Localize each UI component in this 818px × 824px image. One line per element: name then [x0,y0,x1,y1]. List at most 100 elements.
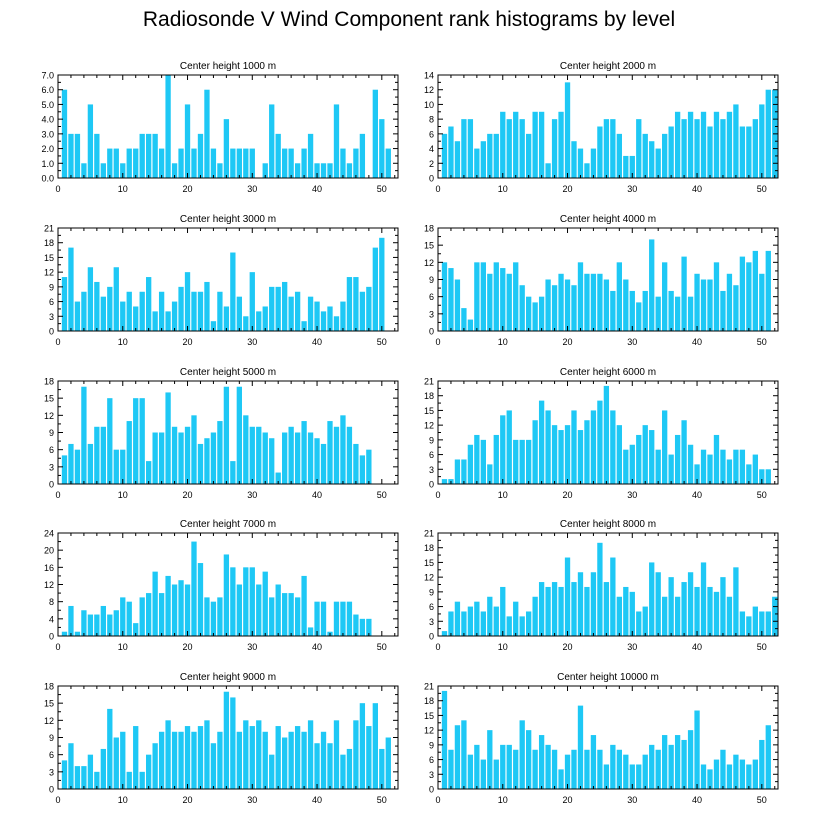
bar [307,627,314,636]
y-tick-label: 12 [424,726,434,736]
bar [558,430,564,484]
bar [217,597,223,637]
panel-2: Center height 2000 m 0 2 4 6 8 10 12 14 0 10 20 30 40… [424,61,779,194]
bar [765,725,771,789]
bar [493,606,499,636]
bar [474,434,480,484]
x-tick-label: 0 [435,795,440,805]
x-tick-label: 50 [757,337,767,347]
bar [133,398,139,484]
bar [353,614,359,636]
bar [726,764,733,789]
bar [152,432,158,484]
bar [372,89,378,178]
bar [493,759,499,789]
bar [577,430,584,484]
y-tick-label: 12 [424,421,434,431]
bar [513,439,519,484]
bar [564,425,571,484]
bar [623,279,629,331]
x-tick-label: 20 [183,642,193,652]
bar [301,731,307,789]
bar [288,593,294,636]
bar [674,296,681,331]
bar [275,286,281,331]
bar [68,133,74,178]
bar [623,754,629,789]
y-tick-label: 6.0 [41,85,54,95]
bar [441,262,448,331]
bar [590,735,597,789]
bar [623,586,629,636]
bar [733,449,739,484]
bar [519,285,525,331]
bar [687,296,694,331]
bar [243,720,249,789]
bar [288,426,294,484]
bar [739,759,746,789]
bar [120,597,126,637]
bar [282,593,288,636]
x-tick-label: 40 [692,490,702,500]
x-tick-label: 0 [435,490,440,500]
bar [100,296,106,331]
bar [668,454,674,484]
bar [649,744,655,789]
bar [366,449,372,484]
bar [107,614,113,636]
bar [217,731,223,789]
bar [707,586,713,636]
bar [165,720,171,789]
panel-8: Center height 8000 m 0 3 6 9 12 15 18 21 0 10 20 30 4… [424,519,779,652]
bar [294,597,301,637]
bar [275,726,281,789]
x-tick-label: 30 [247,490,257,500]
bar [94,133,100,178]
x-tick-label: 10 [118,337,128,347]
bar [171,426,178,484]
bar [120,449,126,484]
bar [720,749,726,789]
bar [655,296,661,331]
bar [262,731,268,789]
bar [603,119,610,178]
bar [191,731,197,789]
bar [94,771,100,789]
bar [217,421,223,484]
bar [320,443,327,484]
bar [333,316,340,331]
bar [197,133,204,178]
bar [133,623,139,637]
y-tick-label: 6 [49,445,54,455]
bar [759,273,765,331]
bar [243,567,249,636]
panel-1: Center height 1000 m 0.0 1.0 2.0 3.0 4.0 5.0 6.… [41,61,399,194]
bar [493,262,499,331]
x-tick-label: 40 [692,795,702,805]
bar [759,739,765,789]
bar [765,89,771,178]
bar [210,601,217,636]
bar [81,163,87,178]
y-tick-label: 3 [49,462,54,472]
bar [223,119,230,178]
bar [353,148,359,178]
x-tick-label: 50 [377,795,387,805]
bar [146,593,152,636]
bar [61,89,68,178]
bar [538,111,545,178]
bar [385,737,391,789]
bar [204,597,210,637]
y-tick-label: 12 [44,580,54,590]
bar [94,281,100,331]
bar [333,720,340,789]
y-tick-label: 6 [429,292,434,302]
x-tick-label: 30 [247,642,257,652]
bar [597,542,603,636]
bar [603,385,610,484]
bar [590,273,597,331]
bar [230,461,236,484]
bar [301,148,307,178]
bar [74,133,81,178]
bar [642,133,648,178]
